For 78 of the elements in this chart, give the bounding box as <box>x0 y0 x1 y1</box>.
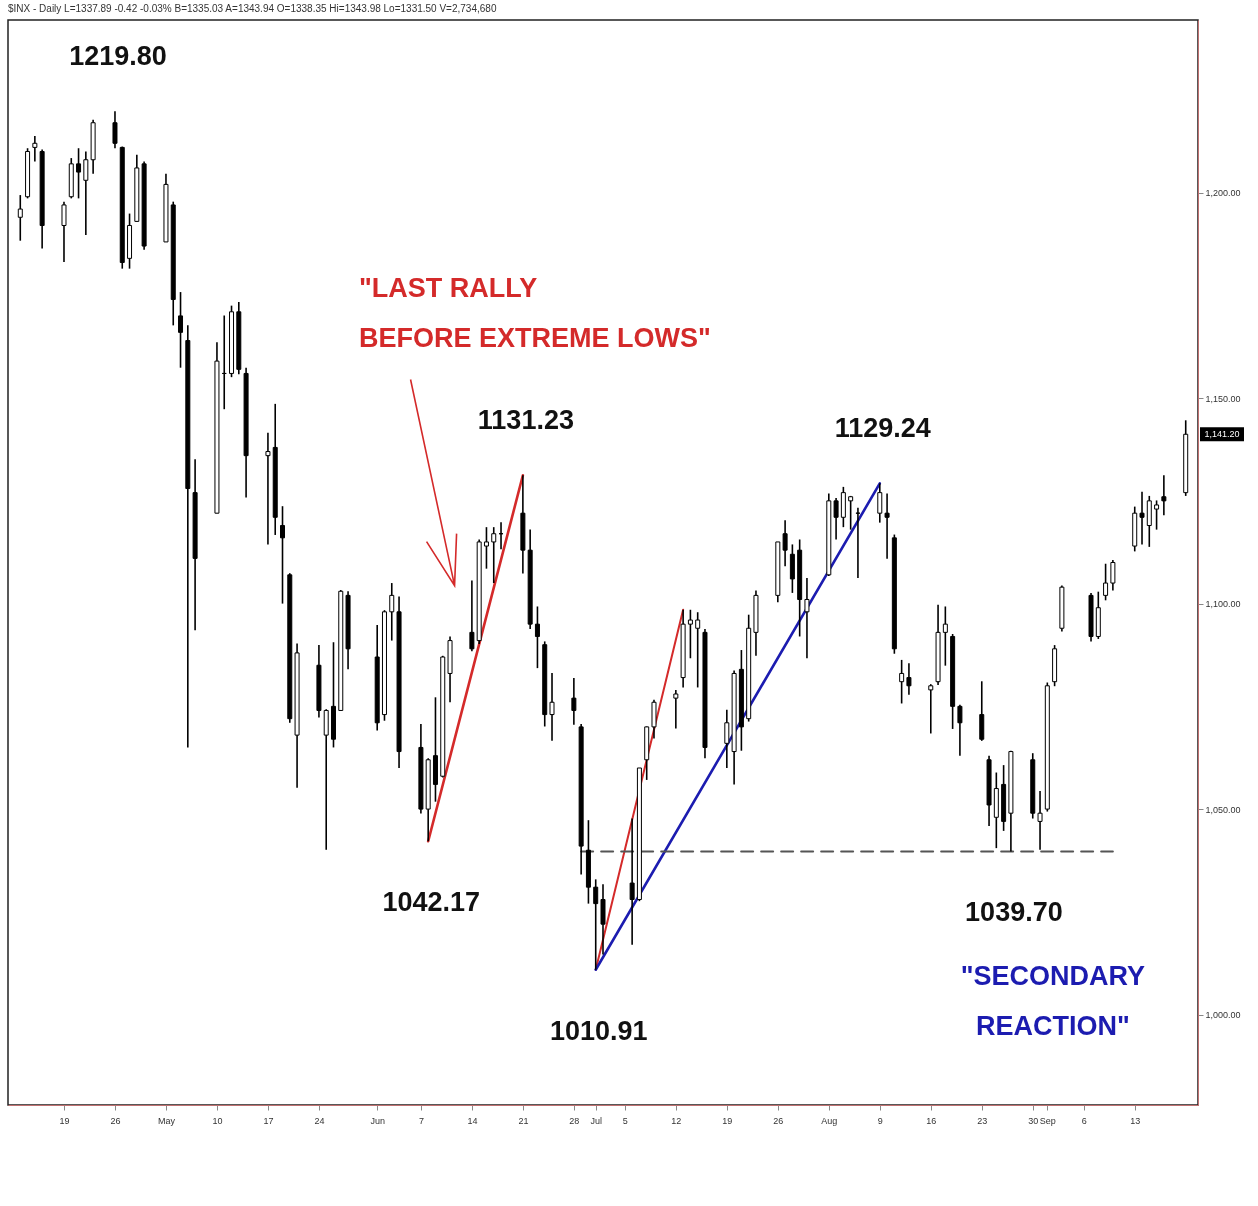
candlestick <box>1154 499 1160 531</box>
annotation: 1131.23 <box>477 405 574 436</box>
candlestick <box>593 878 599 971</box>
x-tick-label: 24 <box>314 1115 325 1126</box>
x-tick-label: Sep <box>1039 1115 1056 1126</box>
x-tick-label: 7 <box>418 1115 424 1126</box>
annotation: "SECONDARY REACTION" <box>960 960 1145 1041</box>
y-tick-label: 1,200.00 <box>1205 188 1241 199</box>
x-tick-label: 26 <box>110 1115 121 1126</box>
candlestick <box>942 605 948 667</box>
x-tick-label: 14 <box>467 1115 478 1126</box>
candlestick <box>1139 491 1145 546</box>
candlestick <box>112 110 118 150</box>
annotation: 1,141.20 <box>1204 429 1240 440</box>
x-tick-label: 28 <box>569 1115 580 1126</box>
candlestick <box>571 677 577 726</box>
candlestick <box>724 708 730 769</box>
x-tick-label: 5 <box>622 1115 628 1126</box>
candlestick <box>32 135 38 163</box>
candlestick <box>549 672 555 742</box>
candlestick <box>1161 474 1167 517</box>
x-tick-label: 10 <box>212 1115 223 1126</box>
candlestick <box>629 817 635 946</box>
annotation: 1010.91 <box>549 1015 648 1046</box>
candlestick <box>804 577 810 660</box>
candlestick <box>483 526 489 570</box>
y-tick-label: 1,050.00 <box>1205 804 1241 815</box>
candlestick <box>899 659 905 705</box>
candlestick <box>957 703 963 757</box>
candlestick <box>1037 790 1043 851</box>
x-tick-label: Jul <box>590 1115 602 1126</box>
candlestick <box>673 689 679 730</box>
candlestick <box>1110 559 1116 592</box>
x-tick-label: 26 <box>773 1115 784 1126</box>
candlestick <box>83 150 89 236</box>
candlestick <box>534 605 540 669</box>
candlestick <box>695 611 701 689</box>
annotation: "LAST RALLY BEFORE EXTREME LOWS" <box>359 273 711 354</box>
annotation: 1039.70 <box>965 897 1063 928</box>
x-tick-label: 21 <box>518 1115 529 1126</box>
y-tick-label: 1,150.00 <box>1205 393 1241 404</box>
candlestick <box>280 505 286 605</box>
x-tick-label: 30 <box>1028 1115 1039 1126</box>
annotation: 1129.24 <box>834 413 931 444</box>
annotation: 1219.80 <box>69 41 167 72</box>
candlestick <box>17 194 23 242</box>
x-tick-label: Jun <box>370 1115 385 1126</box>
candlestick <box>782 519 788 567</box>
candlestick <box>491 526 497 584</box>
candlestick <box>928 683 934 735</box>
x-tick-label: 9 <box>877 1115 883 1126</box>
x-tick-label: 12 <box>671 1115 682 1126</box>
candlestick <box>469 579 475 653</box>
chart-title: $INX - Daily L=1337.89 -0.42 -0.03% B=1335.03 A=1343.94 O=1338.35 Hi=1343.98 Lo=1331.50 V=2,734,680 <box>8 3 497 14</box>
candlestick <box>178 291 184 369</box>
candlestick <box>389 582 395 642</box>
candlestick <box>906 662 912 696</box>
candlestick <box>848 495 854 531</box>
x-tick-label: Aug <box>821 1115 838 1126</box>
candlestick <box>76 147 82 200</box>
x-tick-label: 17 <box>263 1115 274 1126</box>
annotation: 1042.17 <box>382 887 480 918</box>
candlestick <box>687 608 693 660</box>
y-tick-label: 1,100.00 <box>1205 599 1241 610</box>
candlestick <box>61 200 67 263</box>
candlestick <box>1103 562 1109 602</box>
y-tick-label: 1,000.00 <box>1205 1010 1241 1021</box>
candlestick <box>833 497 839 541</box>
candlestick <box>877 482 883 524</box>
x-tick-label: 16 <box>926 1115 937 1126</box>
x-tick-label: 6 <box>1081 1115 1087 1126</box>
candlestick <box>265 431 271 546</box>
x-tick-label: May <box>157 1115 176 1126</box>
x-tick-label: 13 <box>1130 1115 1141 1126</box>
candlestick <box>884 492 890 560</box>
x-tick-label: 19 <box>59 1115 70 1126</box>
x-tick-label: 23 <box>977 1115 988 1126</box>
x-tick-label: 19 <box>722 1115 733 1126</box>
